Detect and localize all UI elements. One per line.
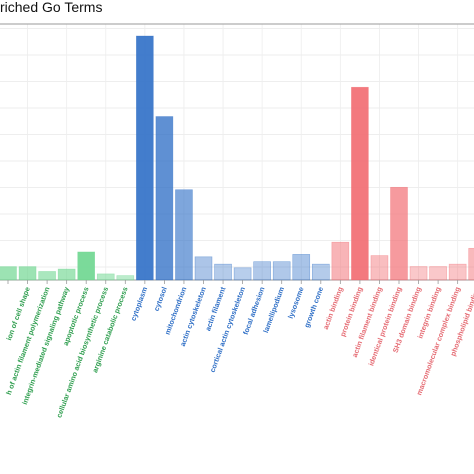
x-tick-label: lysosome bbox=[286, 286, 306, 320]
bar bbox=[448, 263, 467, 281]
bar bbox=[253, 261, 271, 281]
bar bbox=[292, 254, 311, 281]
x-tick-label: cytosol bbox=[152, 286, 169, 313]
bar bbox=[0, 266, 17, 281]
bar bbox=[155, 116, 174, 281]
bar bbox=[390, 186, 408, 281]
bar bbox=[272, 261, 291, 281]
bar bbox=[18, 266, 37, 281]
x-tick-label: growth cone bbox=[302, 286, 325, 329]
bar bbox=[351, 86, 369, 281]
bar bbox=[311, 263, 330, 281]
bar bbox=[38, 271, 56, 281]
bar bbox=[429, 266, 447, 281]
bar bbox=[214, 263, 232, 281]
bar bbox=[136, 35, 154, 281]
chart-title: riched Go Terms bbox=[0, 0, 103, 15]
bar bbox=[96, 273, 115, 281]
bar bbox=[233, 267, 252, 281]
bar bbox=[331, 241, 350, 281]
bar bbox=[57, 268, 76, 281]
bar bbox=[116, 275, 135, 281]
bar bbox=[175, 189, 193, 281]
bar bbox=[370, 255, 389, 281]
bar bbox=[194, 256, 213, 281]
bar bbox=[77, 251, 95, 281]
bar bbox=[468, 247, 474, 281]
bar bbox=[409, 266, 428, 281]
x-tick-label: cytoplasm bbox=[129, 286, 150, 322]
